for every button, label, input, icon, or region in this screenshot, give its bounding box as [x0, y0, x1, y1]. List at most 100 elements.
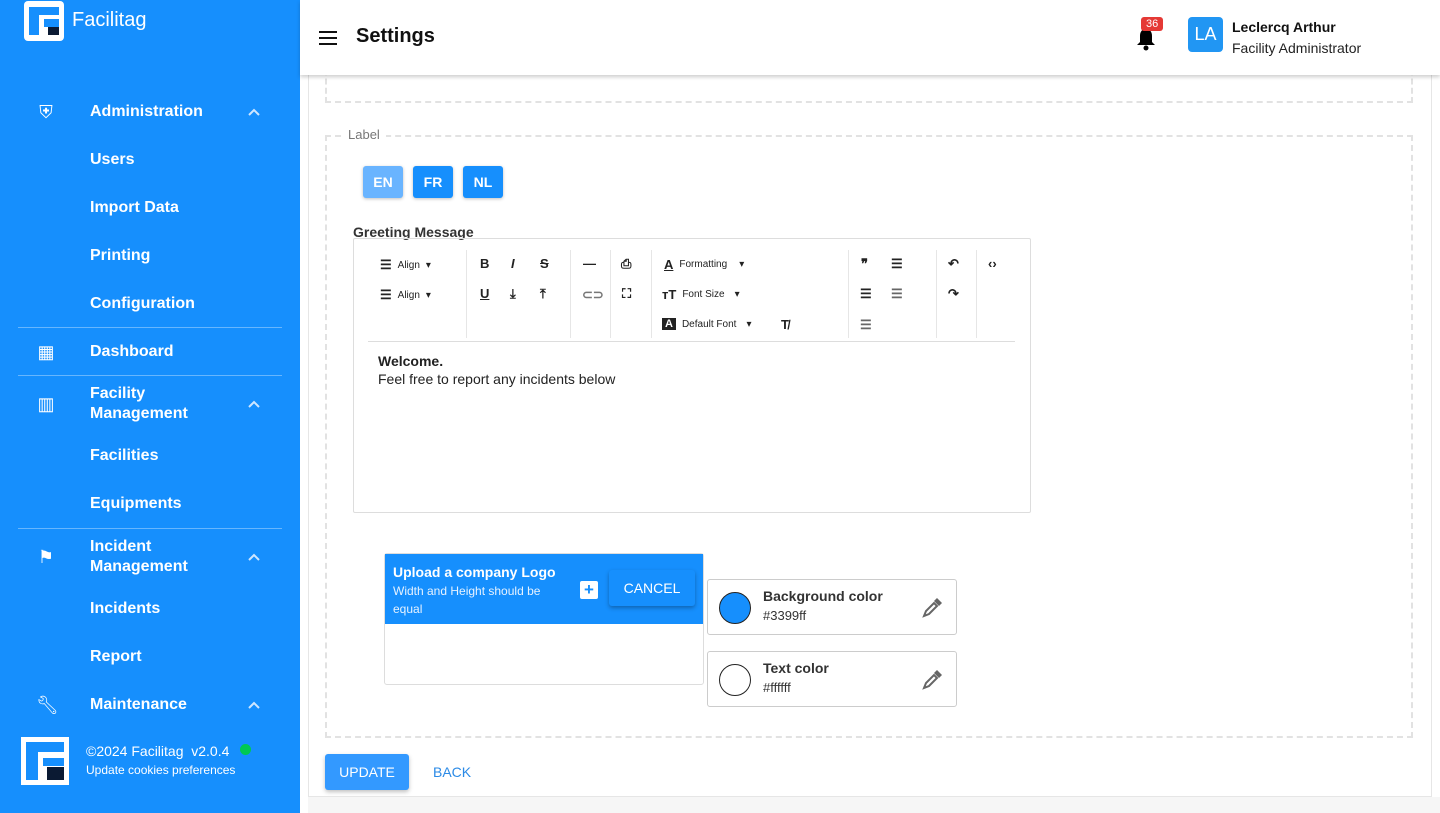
cancel-button[interactable]: CANCEL — [609, 570, 695, 606]
chevron-up-icon[interactable] — [246, 107, 262, 117]
align-label: Align — [397, 289, 420, 301]
top-bar: Settings 36 LA Leclercq Arthur Facility … — [300, 0, 1440, 75]
rich-text-editor — [353, 238, 1031, 513]
sidebar-item-printing[interactable]: Printing — [90, 247, 151, 264]
strikethrough-icon[interactable]: S — [540, 256, 549, 271]
print-icon[interactable]: ⎙ — [621, 256, 632, 271]
footer-logo — [21, 737, 69, 785]
sidebar-item-incident-management[interactable]: Incident Management — [90, 538, 188, 575]
caret-down-icon: ▾ — [734, 289, 740, 300]
editor-line-1[interactable]: Welcome. — [378, 353, 444, 369]
sidebar-item-equipments[interactable]: Equipments — [90, 495, 182, 512]
text-color-value: #ffffff — [763, 680, 791, 695]
text-color-swatch[interactable] — [719, 664, 751, 696]
avatar[interactable]: LA — [1188, 17, 1223, 52]
superscript-icon[interactable]: ⤒ — [540, 286, 546, 301]
code-view-icon[interactable]: ‹› — [988, 256, 997, 271]
sidebar-item-report[interactable]: Report — [90, 648, 142, 665]
bell-icon[interactable] — [1134, 26, 1158, 52]
upload-title: Upload a company Logo — [393, 564, 556, 580]
italic-icon[interactable]: I — [511, 256, 515, 271]
formatting-label: Formatting — [679, 259, 728, 270]
clear-format-icon[interactable]: T̸ — [781, 317, 789, 332]
back-button[interactable]: BACK — [433, 764, 472, 780]
editor-line-2[interactable]: Feel free to report any incidents below — [378, 371, 616, 387]
dashboard-icon: ▦ — [37, 342, 55, 362]
font-family-label: Default Font — [681, 318, 737, 330]
font-family-dropdown[interactable]: A Default Font ▾ — [662, 318, 751, 330]
divider — [18, 528, 282, 529]
sidebar-item-dashboard[interactable]: Dashboard — [90, 343, 174, 360]
menu-icon[interactable] — [318, 30, 338, 46]
undo-icon[interactable]: ↶ — [948, 256, 959, 271]
divider — [18, 327, 282, 328]
sidebar-item-users[interactable]: Users — [90, 151, 135, 168]
underline-icon[interactable]: U — [480, 286, 490, 301]
background-color-swatch[interactable] — [719, 592, 751, 624]
sidebar-item-import-data[interactable]: Import Data — [90, 199, 179, 216]
lang-fr-button[interactable]: FR — [413, 166, 453, 198]
lang-nl-button[interactable]: NL — [463, 166, 503, 198]
logo-upload-card: Upload a company Logo Width and Height s… — [384, 553, 704, 685]
eyedropper-icon[interactable] — [920, 668, 944, 692]
align-left-icon: ☰ — [380, 287, 392, 302]
blockquote-icon[interactable]: ❞ — [861, 256, 868, 271]
update-cookies-link[interactable]: Update cookies preferences — [86, 763, 236, 777]
numbered-list-icon[interactable]: ☰ — [860, 286, 872, 301]
user-role: Facility Administrator — [1232, 40, 1362, 56]
text-color-icon: A — [664, 257, 674, 272]
divider — [18, 375, 282, 376]
background-color-picker[interactable]: Background color #3399ff — [707, 579, 957, 635]
background-color-value: #3399ff — [763, 608, 807, 623]
chevron-up-icon[interactable] — [246, 399, 262, 409]
sidebar-item-facility-management[interactable]: Facility Management — [90, 385, 188, 422]
page-title: Settings — [356, 25, 435, 47]
add-logo-icon[interactable]: + — [580, 581, 598, 599]
facilitag-logo — [24, 1, 64, 41]
font-size-dropdown[interactable]: ᴛT Font Size ▾ — [662, 287, 740, 302]
fullscreen-icon[interactable]: ⛶ — [622, 286, 632, 301]
font-size-icon: ᴛT — [662, 287, 677, 302]
eyedropper-icon[interactable] — [920, 596, 944, 620]
link-icon[interactable]: ⊂⊃ — [582, 287, 604, 302]
chevron-up-icon[interactable] — [246, 700, 262, 710]
subscript-icon[interactable]: ⤓ — [510, 286, 516, 301]
status-dot — [240, 744, 251, 755]
sidebar-item-incidents[interactable]: Incidents — [90, 600, 161, 617]
chevron-up-icon[interactable] — [246, 552, 262, 562]
sidebar-item-configuration[interactable]: Configuration — [90, 295, 195, 312]
align-dropdown-2[interactable]: ☰ Align ▾ — [380, 287, 431, 303]
sidebar: Facilitag ⛨ Administration Users Import … — [0, 0, 300, 813]
app-name: Facilitag — [72, 9, 147, 31]
caret-down-icon: ▾ — [739, 259, 745, 270]
caret-down-icon: ▾ — [425, 259, 431, 271]
sidebar-item-administration[interactable]: Administration — [90, 103, 203, 120]
text-color-label: Text color — [763, 660, 829, 676]
label-fieldset — [325, 135, 1413, 738]
notification-badge: 36 — [1141, 17, 1164, 31]
label-legend: Label — [342, 127, 386, 142]
formatting-dropdown[interactable]: A Formatting ▾ — [664, 257, 744, 272]
redo-icon[interactable]: ↷ — [948, 286, 959, 301]
sidebar-item-maintenance[interactable]: Maintenance — [90, 696, 187, 713]
upload-subtitle: Width and Height should be equal — [393, 584, 541, 616]
font-size-label: Font Size — [682, 289, 725, 300]
text-color-picker[interactable]: Text color #ffffff — [707, 651, 957, 707]
align-label: Align — [397, 259, 420, 271]
user-name: Leclercq Arthur — [1232, 19, 1336, 35]
bold-icon[interactable]: B — [480, 256, 490, 271]
indent-icon[interactable]: ☰ — [860, 317, 872, 332]
update-button[interactable]: UPDATE — [325, 754, 409, 790]
admin-shield-icon: ⛨ — [39, 102, 53, 122]
flag-icon: ⚑ — [37, 547, 55, 567]
bullet-list-icon[interactable]: ☰ — [891, 256, 903, 271]
align-left-icon: ☰ — [380, 257, 392, 272]
outdent-icon[interactable]: ☰ — [891, 286, 903, 301]
sidebar-item-facilities[interactable]: Facilities — [90, 447, 159, 464]
align-dropdown[interactable]: ☰ Align ▾ — [380, 257, 431, 273]
previous-section — [325, 60, 1413, 103]
greeting-label: Greeting Message — [353, 224, 474, 240]
horizontal-rule-icon[interactable]: — — [583, 256, 596, 271]
lang-en-button[interactable]: EN — [363, 166, 403, 198]
caret-down-icon: ▾ — [425, 289, 431, 301]
